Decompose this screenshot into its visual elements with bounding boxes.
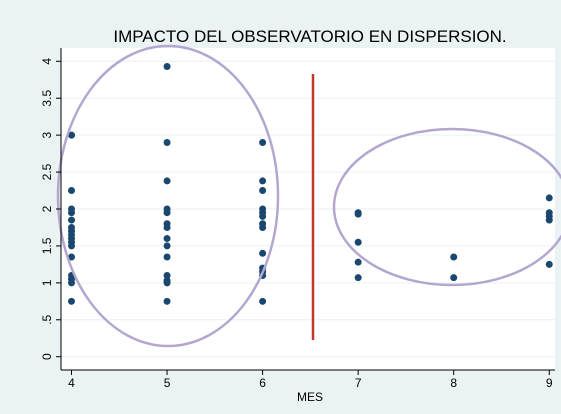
x-axis-label: MES (297, 390, 323, 404)
point (68, 131, 76, 139)
x-tick-label: 6 (259, 376, 266, 390)
highlight-ellipse (332, 127, 561, 287)
x-tick-label: 5 (164, 376, 171, 390)
point (68, 279, 76, 287)
y-tick-label: 2.5 (40, 163, 54, 180)
point (163, 279, 171, 287)
point (163, 223, 171, 231)
highlight-ellipse (56, 44, 280, 348)
point (163, 209, 171, 217)
x-tick-label: 7 (355, 376, 362, 390)
grid (61, 60, 555, 358)
point (259, 139, 267, 147)
point (259, 177, 267, 185)
x-tick-label: 9 (546, 376, 553, 390)
y-tick-label: 0 (40, 353, 54, 360)
point (545, 194, 553, 202)
point (450, 274, 458, 282)
point (68, 242, 76, 250)
x-tick-label: 8 (450, 376, 457, 390)
point (259, 187, 267, 195)
point (68, 187, 76, 195)
point (259, 212, 267, 220)
point (68, 216, 76, 224)
point (163, 62, 171, 70)
point (450, 253, 458, 261)
point (163, 177, 171, 185)
point (545, 216, 553, 224)
point (68, 209, 76, 217)
y-tick-label: 1 (40, 279, 54, 286)
point (354, 258, 362, 266)
point (259, 297, 267, 305)
point (163, 235, 171, 243)
y-tick-label: 1.5 (40, 237, 54, 254)
y-tick-label: 4 (40, 58, 54, 65)
point (259, 249, 267, 257)
point (354, 238, 362, 246)
point (68, 253, 76, 261)
point (259, 223, 267, 231)
y-tick-label: .5 (40, 314, 54, 324)
point (163, 271, 171, 279)
point (163, 139, 171, 147)
point (545, 260, 553, 268)
point (68, 297, 76, 305)
point (163, 242, 171, 250)
point (163, 297, 171, 305)
x-tick-label: 4 (68, 376, 75, 390)
y-tick-label: 3 (40, 131, 54, 138)
y-tick-label: 3.5 (40, 90, 54, 107)
point (354, 210, 362, 218)
chart-title: IMPACTO DEL OBSERVATORIO EN DISPERSION. (113, 27, 506, 46)
point (354, 274, 362, 282)
point (163, 253, 171, 261)
y-tick-label: 2 (40, 205, 54, 212)
